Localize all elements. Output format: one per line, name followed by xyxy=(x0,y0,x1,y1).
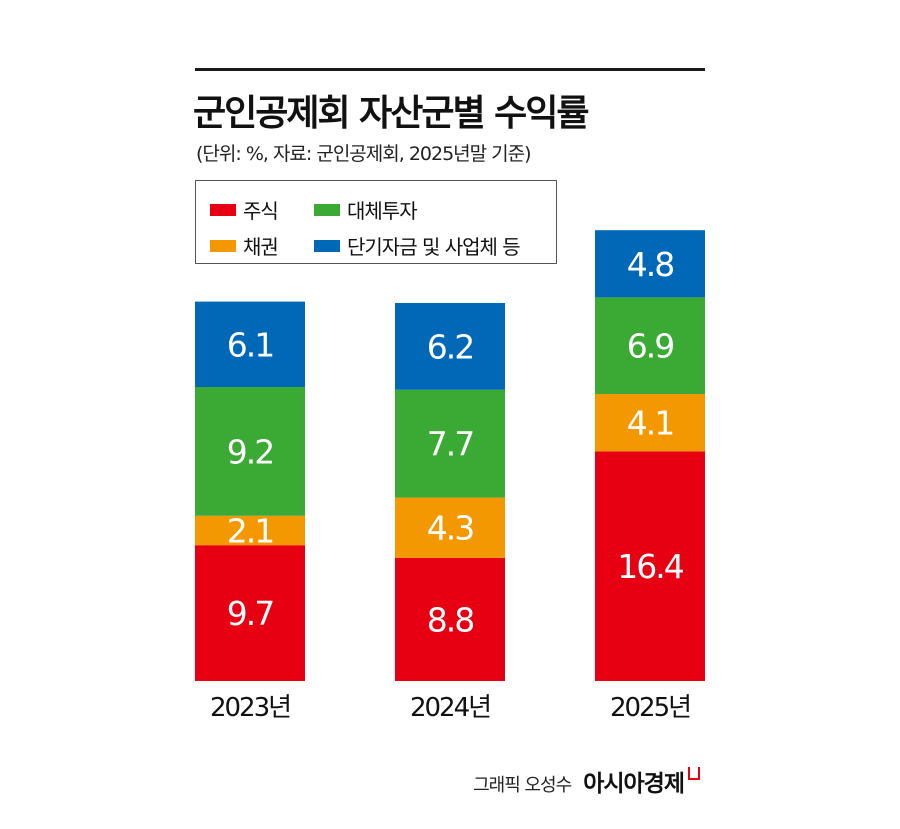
legend-swatch-bonds xyxy=(210,239,236,252)
data-label-short-term-3: 4.8 xyxy=(627,245,673,284)
data-label-stocks-2: 8.8 xyxy=(427,600,473,639)
data-label-bonds-3: 4.1 xyxy=(627,404,673,443)
bar-segment-bonds-2 xyxy=(395,497,505,558)
bar-segment-alternatives-3 xyxy=(595,297,705,394)
x-tick-label-2: 2024년 xyxy=(410,693,490,723)
data-label-bonds-1: 2.1 xyxy=(227,512,273,551)
bar-segment-stocks-3 xyxy=(595,451,705,681)
bar-segment-bonds-3 xyxy=(595,394,705,452)
data-label-alternatives-2: 7.7 xyxy=(427,425,473,464)
chart-title: 군인공제회 자산군별 수익률 xyxy=(193,93,590,134)
legend-item-alternatives: 대체투자 xyxy=(314,195,418,224)
legend-swatch-short-term xyxy=(314,239,340,252)
x-tick-label-3: 2025년 xyxy=(610,693,690,723)
legend-swatch-alternatives xyxy=(314,203,340,216)
brand-mark-icon xyxy=(688,767,700,780)
legend-swatch-stocks xyxy=(210,203,236,216)
bar-segment-alternatives-1 xyxy=(195,387,305,516)
legend-item-short-term: 단기자금 및 사업체 등 xyxy=(314,231,521,260)
bar-segment-stocks-2 xyxy=(395,557,505,681)
bar-segment-bonds-1 xyxy=(195,515,305,546)
legend-label-short-term: 단기자금 및 사업체 등 xyxy=(347,235,521,259)
bar-segment-short-term-2 xyxy=(395,303,505,390)
data-label-bonds-2: 4.3 xyxy=(427,509,473,548)
legend-label-alternatives: 대체투자 xyxy=(347,199,418,223)
bar-segment-short-term-3 xyxy=(595,230,705,298)
bar-segment-stocks-1 xyxy=(195,545,305,681)
brand-logo-text: 아시아경제 xyxy=(583,771,685,797)
bar-segment-short-term-1 xyxy=(195,301,305,387)
credit: 그래픽 오성수 아시아경제 xyxy=(473,764,700,798)
data-label-alternatives-1: 9.2 xyxy=(227,432,273,471)
legend-item-bonds: 채권 xyxy=(210,231,279,260)
data-label-short-term-2: 6.2 xyxy=(427,327,473,366)
x-tick-label-1: 2023년 xyxy=(210,693,290,723)
graphic-credit: 그래픽 오성수 xyxy=(473,775,572,796)
legend-label-stocks: 주식 xyxy=(243,199,279,223)
data-label-short-term-1: 6.1 xyxy=(227,325,273,364)
data-label-stocks-3: 16.4 xyxy=(617,547,683,586)
data-label-alternatives-3: 6.9 xyxy=(627,327,673,366)
data-label-stocks-1: 9.7 xyxy=(227,594,273,633)
title-rule xyxy=(195,68,705,71)
bar-segment-alternatives-2 xyxy=(395,389,505,498)
chart-subtitle: (단위: %, 자료: 군인공제회, 2025년말 기준) xyxy=(196,143,532,165)
legend-item-stocks: 주식 xyxy=(210,195,279,224)
legend: 주식 대체투자 채권 단기자금 및 사업체 등 xyxy=(195,180,557,264)
legend-label-bonds: 채권 xyxy=(243,235,279,259)
